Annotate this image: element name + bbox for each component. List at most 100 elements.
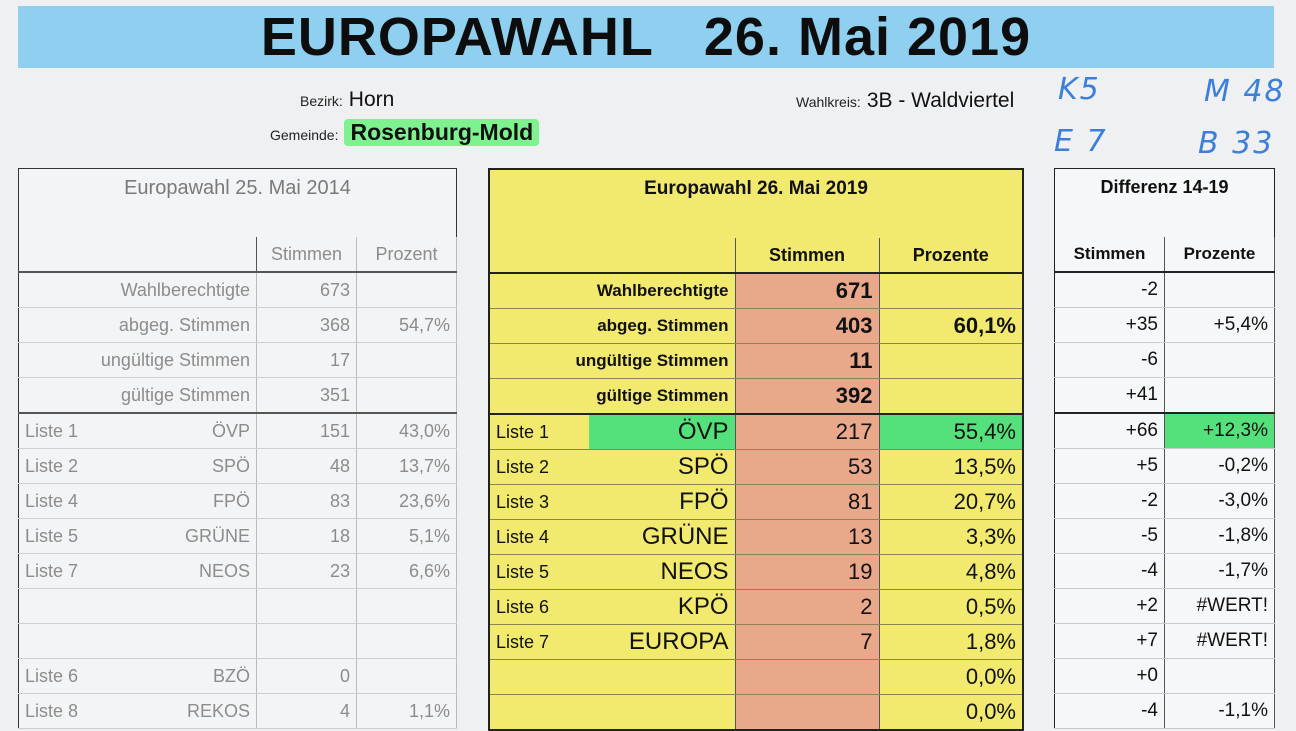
stimmen-cell: -5 (1054, 518, 1165, 554)
table-row: -2 -3,0% (1054, 483, 1275, 519)
prozent-cell: 0,5% (879, 589, 1024, 625)
stimmen-cell: 673 (256, 272, 357, 308)
prozent-cell: 4,8% (879, 554, 1024, 590)
stimmen-cell: 151 (256, 413, 357, 449)
prozent-cell: 6,6% (356, 553, 458, 589)
column-header: Stimmen (256, 237, 357, 273)
liste-cell: Liste 6 (489, 589, 589, 625)
party-cell: BZÖ (166, 658, 257, 694)
table-row: -2 (1054, 272, 1275, 308)
stimmen-cell: -2 (1054, 483, 1165, 519)
prozent-cell: 0,0% (879, 694, 1024, 731)
liste-cell: Liste 2 (489, 449, 589, 485)
column-header: Stimmen (735, 238, 880, 274)
stimmen-cell: 19 (735, 554, 880, 590)
stimmen-cell: 7 (735, 624, 880, 660)
party-cell: ÖVP (589, 414, 736, 450)
table-title: Differenz 14-19 (1100, 177, 1229, 197)
stimmen-cell (735, 659, 880, 695)
table-row: Liste 5 GRÜNE 18 5,1% (18, 518, 458, 554)
prozent-cell: 23,6% (356, 483, 458, 519)
row-label: gültige Stimmen (18, 377, 257, 414)
liste-cell: Liste 3 (489, 484, 589, 520)
table-row: -4 -1,1% (1054, 693, 1275, 729)
party-cell: GRÜNE (166, 518, 257, 554)
gemeinde-value: Rosenburg-Mold (344, 119, 540, 146)
prozent-cell: #WERT! (1164, 588, 1275, 624)
handwritten-note: B 33 (1198, 126, 1275, 161)
table-row: Liste 5 NEOS 19 4,8% (489, 554, 1024, 590)
stimmen-cell: 53 (735, 449, 880, 485)
stimmen-cell: +2 (1054, 588, 1165, 624)
stimmen-cell: +0 (1054, 658, 1165, 694)
party-cell: SPÖ (589, 449, 736, 485)
prozent-cell (356, 658, 458, 694)
column-header: Stimmen (1054, 237, 1165, 273)
table-row: Wahlberechtigte 673 (18, 272, 458, 308)
party-cell: SPÖ (166, 448, 257, 484)
prozent-cell (356, 272, 458, 308)
wahlkreis-value: 3B - Waldviertel (866, 89, 1015, 112)
wahlkreis-row: Wahlkreis: 3B - Waldviertel (796, 89, 1014, 113)
prozent-cell: 13,5% (879, 449, 1024, 485)
results-2019-table: Europawahl 26. Mai 2019 Stimmen Prozente… (488, 168, 1024, 731)
table-row: Wahlberechtigte 671 (489, 273, 1024, 309)
prozent-cell: 55,4% (879, 414, 1024, 450)
table-row: Liste 1 ÖVP 217 55,4% (489, 414, 1024, 450)
prozent-cell: 60,1% (879, 308, 1024, 344)
row-label: abgeg. Stimmen (489, 308, 736, 344)
prozent-cell: 0,0% (879, 659, 1024, 695)
table-row: +66 +12,3% (1054, 413, 1275, 449)
table-row: Liste 2 SPÖ 53 13,5% (489, 449, 1024, 485)
party-cell: FPÖ (166, 483, 257, 519)
table-row: +41 (1054, 377, 1275, 414)
party-cell: NEOS (166, 553, 257, 589)
liste-cell (18, 623, 167, 659)
table-row: 0,0% (489, 659, 1024, 695)
party-cell (166, 623, 257, 659)
table-title: Europawahl 25. Mai 2014 (124, 177, 351, 199)
table-row: Liste 7 EUROPA 7 1,8% (489, 624, 1024, 660)
stimmen-cell: 48 (256, 448, 357, 484)
stimmen-cell: 2 (735, 589, 880, 625)
stimmen-cell: 23 (256, 553, 357, 589)
table-row: +2 #WERT! (1054, 588, 1275, 624)
liste-cell: Liste 5 (489, 554, 589, 590)
handwritten-note: K5 (1058, 72, 1101, 107)
prozent-cell: -1,1% (1164, 693, 1275, 729)
stimmen-cell: 217 (735, 414, 880, 450)
bezirk-label: Bezirk: (300, 93, 343, 109)
party-cell (589, 659, 736, 695)
table-row: abgeg. Stimmen 368 54,7% (18, 307, 458, 343)
prozent-cell: +5,4% (1164, 307, 1275, 343)
table-row: Liste 2 SPÖ 48 13,7% (18, 448, 458, 484)
stimmen-cell: 4 (256, 693, 357, 729)
prozent-cell (1164, 658, 1275, 694)
bezirk-row: Bezirk: Horn (300, 88, 394, 112)
table-row: Liste 1 ÖVP 151 43,0% (18, 413, 458, 449)
prozent-cell: 13,7% (356, 448, 458, 484)
liste-cell: Liste 8 (18, 693, 167, 729)
stimmen-cell: 0 (256, 658, 357, 694)
liste-cell (18, 588, 167, 624)
table-row: -6 (1054, 342, 1275, 378)
results-2014-table: Europawahl 25. Mai 2014 Stimmen Prozent … (18, 168, 458, 729)
party-cell: EUROPA (589, 624, 736, 660)
stimmen-cell: 17 (256, 342, 357, 378)
table-row: +0 (1054, 658, 1275, 694)
table-row: +7 #WERT! (1054, 623, 1275, 659)
table-row: Liste 3 FPÖ 81 20,7% (489, 484, 1024, 520)
stimmen-cell: +41 (1054, 377, 1165, 414)
table-row (18, 588, 458, 624)
stimmen-cell: -4 (1054, 553, 1165, 589)
stimmen-cell: +5 (1054, 448, 1165, 484)
column-header: Prozent (356, 237, 458, 273)
stimmen-cell (256, 623, 357, 659)
liste-cell: Liste 1 (489, 414, 589, 450)
table-row: ungültige Stimmen 11 (489, 343, 1024, 379)
stimmen-cell: 83 (256, 483, 357, 519)
liste-cell: Liste 1 (18, 413, 167, 449)
table-row: abgeg. Stimmen 403 60,1% (489, 308, 1024, 344)
prozent-cell (879, 343, 1024, 379)
wahlkreis-label: Wahlkreis: (796, 94, 861, 110)
